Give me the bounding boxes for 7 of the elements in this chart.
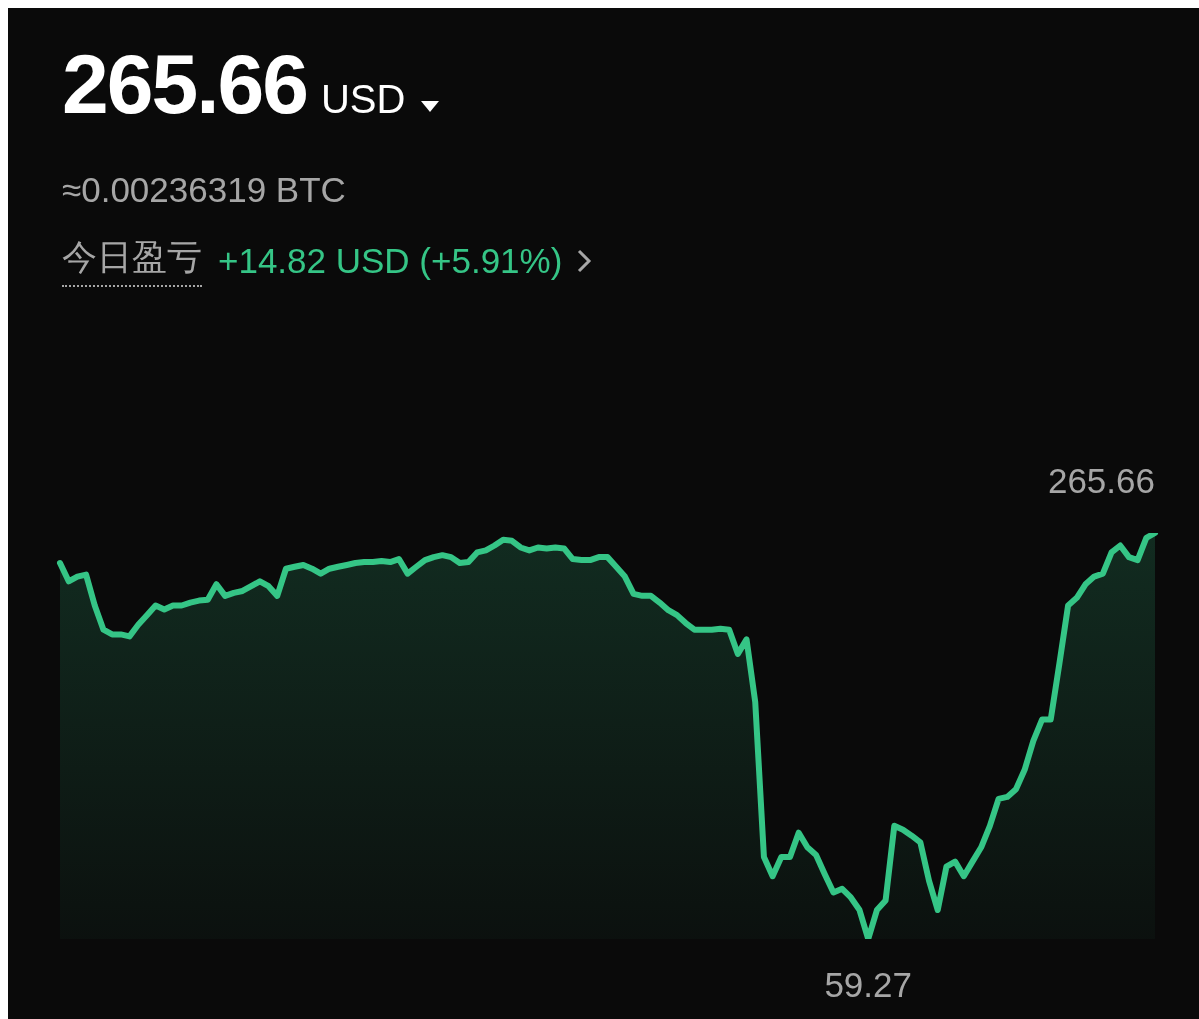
text: +14.82 USD (+5.91%) (218, 240, 563, 281)
data-label: 265.66 (1047, 461, 1155, 500)
chart-subtitle: ≈0.00236319 BTC (62, 170, 346, 210)
chart-title: 265.66 (62, 36, 307, 133)
text: USD (320, 77, 406, 122)
text: 今日盈亏 (62, 234, 202, 287)
data-label: 59.27 (824, 965, 913, 1004)
